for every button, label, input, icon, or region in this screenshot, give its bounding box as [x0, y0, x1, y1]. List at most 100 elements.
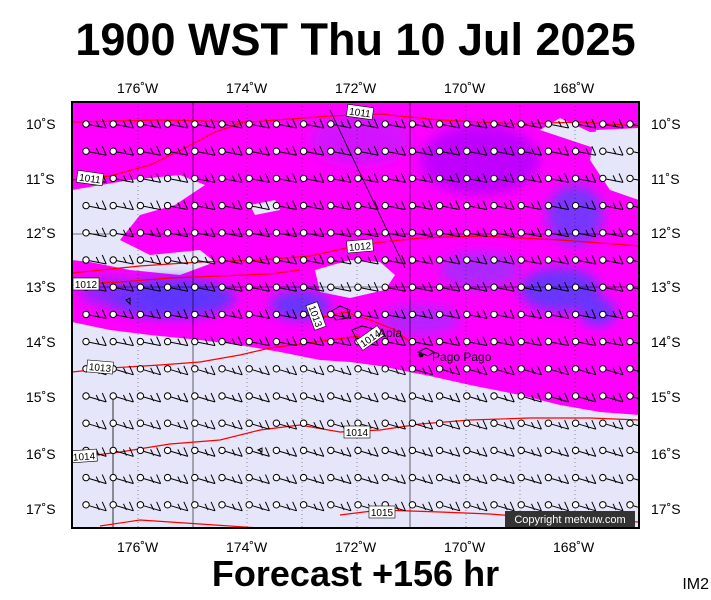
wind-station-circle — [272, 419, 281, 427]
wind-station-circle — [299, 419, 308, 427]
isobar-label: 1015 — [368, 505, 396, 519]
wind-station-circle — [517, 392, 525, 400]
wind-station-circle — [408, 147, 417, 155]
lon-label-bottom: 170˚W — [444, 539, 486, 555]
isobar-1012 — [72, 235, 639, 274]
wind-station-circle — [327, 501, 335, 509]
wind-station-circle — [109, 147, 117, 155]
wind-station-circle — [218, 392, 226, 400]
isobar-1015 — [99, 519, 261, 528]
wind-station-circle — [327, 392, 335, 400]
wind-station-circle — [544, 446, 553, 455]
wind-station-circle — [109, 419, 117, 427]
pago-pago-marker — [418, 352, 424, 358]
wind-station-circle — [163, 229, 172, 237]
wind-station-circle — [163, 337, 172, 346]
wind-station-circle — [136, 120, 145, 128]
map-title: 1900 WST Thu 10 Jul 2025 — [75, 14, 636, 65]
isobar-label: 1011 — [75, 169, 105, 186]
isobar-label: 1011 — [345, 103, 375, 120]
wind-station-circle — [299, 201, 308, 210]
wind-station-circle — [272, 392, 281, 400]
wind-station-circle — [435, 446, 444, 455]
wind-station-circle — [381, 283, 389, 291]
isobar-label: 1014 — [343, 425, 371, 439]
wind-station-circle — [136, 446, 145, 455]
lat-label-left: 14˚S — [26, 334, 56, 350]
wind-station-circle — [571, 446, 580, 455]
wind-station-circle — [354, 310, 362, 319]
wind-station-circle — [163, 120, 172, 128]
lon-label-bottom: 172˚W — [335, 539, 377, 555]
wind-station-circle — [381, 229, 389, 237]
wind-station-circle — [408, 201, 417, 210]
wind-station-circle — [626, 147, 634, 155]
wind-station-circle — [191, 174, 199, 183]
wind-station-circle — [327, 473, 335, 482]
wind-station-circle — [82, 337, 90, 346]
wind-station-circle — [218, 147, 226, 155]
wind-station-circle — [82, 256, 90, 264]
precip-heavy-core — [420, 125, 540, 195]
wind-station-circle — [517, 283, 525, 291]
wind-station-circle — [626, 419, 634, 427]
wind-station-circle — [272, 147, 281, 155]
wind-station-circle — [136, 147, 145, 155]
isobar-1014 — [72, 417, 639, 459]
wind-station-circle — [381, 256, 389, 264]
wind-station-circle — [626, 201, 634, 210]
wind-station-circle — [381, 310, 389, 319]
wind-station-circle — [517, 256, 525, 264]
wind-station-circle — [218, 446, 226, 455]
wind-station-circle — [463, 446, 471, 455]
wind-station-circle — [490, 283, 498, 291]
wind-station-circle — [218, 283, 226, 291]
wind-station-circle — [490, 310, 498, 319]
wind-station-circle — [136, 337, 145, 346]
wind-station-circle — [191, 419, 199, 427]
wind-station-circle — [435, 473, 444, 482]
wind-station-circle — [490, 392, 498, 400]
wind-station-circle — [599, 392, 607, 400]
wind-station-circle — [191, 392, 199, 400]
wind-station-circle — [327, 446, 335, 455]
wind-station-circle — [517, 337, 525, 346]
wind-station-circle — [299, 392, 308, 400]
wind-station-circle — [245, 310, 253, 319]
wind-station-circle — [327, 419, 335, 427]
wind-station-circle — [544, 337, 553, 346]
wind-station-circle — [626, 337, 634, 346]
forecast-label: Forecast +156 hr — [211, 553, 500, 594]
wind-station-circle — [490, 120, 498, 128]
lon-label-top: 172˚W — [335, 80, 377, 96]
wind-station-circle — [191, 365, 199, 373]
wind-station-circle — [354, 147, 362, 155]
wind-station-circle — [544, 201, 553, 210]
wind-station-circle — [136, 501, 145, 509]
wind-station-circle — [463, 174, 471, 183]
place-label-pago-pago: Pago Pago — [432, 350, 492, 364]
wind-station-circle — [626, 174, 634, 183]
wind-station-circle — [517, 201, 525, 210]
map-frame — [71, 101, 640, 529]
wind-station-circle — [299, 229, 308, 237]
wind-station-circle — [408, 174, 417, 183]
islet — [125, 297, 131, 306]
wind-station-circle — [163, 446, 172, 455]
wind-station-circle — [191, 256, 199, 264]
lon-label-top: 168˚W — [553, 80, 595, 96]
wind-station-circle — [435, 147, 444, 155]
wind-station-circle — [517, 310, 525, 319]
wind-station-circle — [463, 310, 471, 319]
wind-station-circle — [163, 174, 172, 183]
wind-station-circle — [571, 501, 580, 509]
wind-station-circle — [191, 147, 199, 155]
wind-station-circle — [299, 283, 308, 291]
wind-station-circle — [490, 147, 498, 155]
wind-station-circle — [136, 310, 145, 319]
wind-station-circle — [571, 365, 580, 373]
product-code: IM2 — [682, 576, 709, 593]
wind-station-circle — [136, 473, 145, 482]
wind-station-circle — [327, 365, 335, 373]
wind-station-circle — [354, 174, 362, 183]
